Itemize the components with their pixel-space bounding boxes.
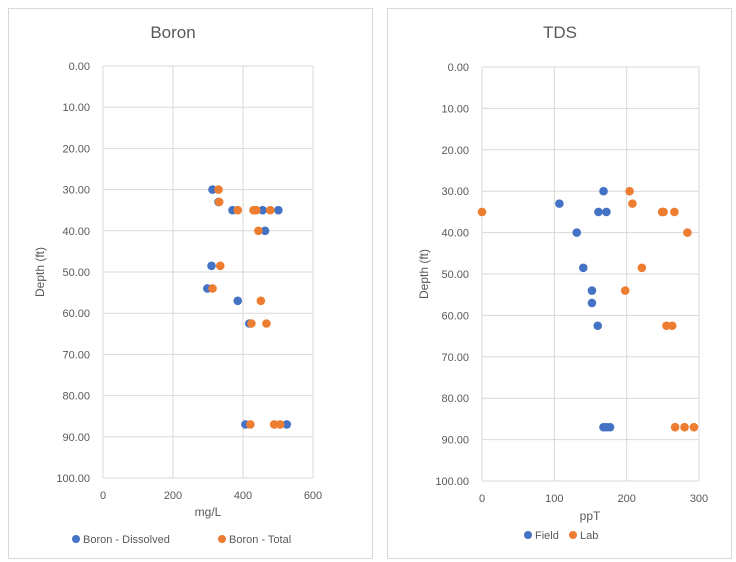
tds-point-field <box>599 186 608 196</box>
tds-point-field <box>593 321 603 331</box>
legend-label-boron-dissolved: Boron - Dissolved <box>83 534 170 546</box>
boron-point-boron-total <box>269 420 279 429</box>
boron-point-boron-total <box>254 226 263 236</box>
boron-point-boron-total <box>266 205 275 215</box>
legend-marker-lab <box>569 531 577 539</box>
boron-point-boron-dissolved <box>260 226 270 236</box>
boron-y-tick-label: 40.00 <box>62 226 90 238</box>
tds-plot-area: 0.00 10.00 20.00 30.00 40.00 50.00 60.00 70.00 8… <box>435 62 708 505</box>
tds-point-lab <box>689 422 699 432</box>
tds-legend: Field Lab <box>524 530 598 542</box>
tds-x-tick-label: 200 <box>617 493 635 505</box>
boron-chart: Boron 0.00 10.00 20.00 30.00 40.00 50.00 60.00… <box>8 8 373 559</box>
boron-point-boron-total <box>246 420 255 429</box>
tds-x-tick-label: 100 <box>545 493 563 505</box>
tds-point-lab <box>680 422 689 432</box>
boron-point-boron-total <box>275 420 285 429</box>
tds-point-lab <box>637 263 647 273</box>
tds-y-tick-label: 50.00 <box>441 269 469 281</box>
tds-point-field <box>555 199 564 208</box>
legend-marker-boron-dissolved <box>72 535 80 543</box>
boron-y-tick-label: 50.00 <box>62 267 90 279</box>
boron-point-boron-total <box>256 296 266 306</box>
boron-point-boron-total <box>208 284 217 293</box>
boron-x-tick-label: 400 <box>234 490 252 502</box>
boron-point-boron-dissolved <box>208 185 217 194</box>
boron-point-boron-dissolved <box>207 261 216 271</box>
tds-point-lab <box>625 186 634 196</box>
boron-point-boron-total <box>251 205 261 215</box>
boron-y-tick-label: 80.00 <box>62 391 90 403</box>
boron-point-boron-total <box>233 205 243 215</box>
tds-y-tick-label: 10.00 <box>441 103 469 115</box>
legend-label-lab: Lab <box>580 530 598 542</box>
tds-chart-panel <box>387 8 732 559</box>
boron-y-tick-label: 70.00 <box>62 349 90 361</box>
boron-point-boron-total <box>247 319 256 328</box>
tds-point-lab <box>477 207 487 217</box>
legend-label-field: Field <box>535 530 559 542</box>
tds-point-field <box>572 228 582 237</box>
tds-point-field <box>602 207 611 217</box>
tds-point-field <box>578 263 588 273</box>
boron-point-boron-total <box>262 319 271 328</box>
boron-point-boron-dissolved <box>233 296 243 306</box>
boron-y-tick-label: 20.00 <box>62 143 90 155</box>
boron-y-tick-label: 100.00 <box>56 473 90 485</box>
legend-marker-field <box>524 531 532 539</box>
tds-point-lab <box>628 199 637 208</box>
boron-point-boron-dissolved <box>274 205 283 215</box>
tds-y-tick-label: 60.00 <box>441 310 469 322</box>
tds-y-tick-label: 20.00 <box>441 145 469 157</box>
boron-x-axis-title: mg/L <box>195 505 222 519</box>
tds-point-field <box>587 298 597 308</box>
boron-legend: Boron - Dissolved Boron - Total <box>72 534 291 546</box>
boron-y-tick-label: 30.00 <box>62 185 90 197</box>
boron-point-boron-total <box>214 185 223 194</box>
tds-point-lab <box>659 207 668 217</box>
boron-point-boron-dissolved <box>258 205 267 215</box>
tds-point-lab <box>667 321 677 331</box>
tds-y-tick-label: 80.00 <box>441 393 469 405</box>
tds-x-axis-title: ppT <box>580 509 601 523</box>
tds-point-field <box>605 422 615 432</box>
boron-point-boron-total <box>215 261 225 271</box>
tds-point-lab <box>670 422 680 432</box>
boron-point-boron-total <box>214 197 224 207</box>
boron-point-boron-dissolved <box>282 420 292 429</box>
boron-x-tick-label: 600 <box>304 490 322 502</box>
tds-x-tick-label: 300 <box>690 493 708 505</box>
tds-point-lab <box>620 286 630 295</box>
boron-y-tick-label: 90.00 <box>62 432 90 444</box>
boron-y-axis-title: Depth (ft) <box>33 247 47 297</box>
tds-y-axis-title: Depth (ft) <box>417 249 431 299</box>
legend-marker-boron-total <box>218 535 226 543</box>
tds-y-tick-label: 30.00 <box>441 186 469 198</box>
legend-label-boron-total: Boron - Total <box>229 534 291 546</box>
tds-x-tick-label: 0 <box>479 493 485 505</box>
tds-chart-title: TDS <box>543 23 577 42</box>
tds-point-lab <box>683 228 692 237</box>
boron-y-tick-label: 60.00 <box>62 308 90 320</box>
boron-y-tick-label: 0.00 <box>69 61 90 73</box>
tds-chart: TDS 0.00 10.00 20.00 30.00 40.00 50.00 60.00 70… <box>387 8 732 559</box>
boron-plot-area: 0.00 10.00 20.00 30.00 40.00 50.00 60.00 70.00 8… <box>56 61 322 502</box>
tds-y-tick-label: 90.00 <box>441 435 469 447</box>
tds-point-lab <box>670 207 679 217</box>
boron-chart-title: Boron <box>150 23 195 42</box>
tds-y-tick-label: 70.00 <box>441 352 469 364</box>
tds-y-tick-label: 100.00 <box>435 476 469 488</box>
boron-chart-panel <box>8 8 373 559</box>
boron-y-tick-label: 10.00 <box>62 102 90 114</box>
tds-y-tick-label: 0.00 <box>448 62 469 74</box>
tds-point-field <box>594 207 603 217</box>
boron-x-tick-label: 200 <box>164 490 182 502</box>
tds-point-field <box>587 286 597 295</box>
tds-y-tick-label: 40.00 <box>441 228 469 240</box>
boron-x-tick-label: 0 <box>100 490 106 502</box>
